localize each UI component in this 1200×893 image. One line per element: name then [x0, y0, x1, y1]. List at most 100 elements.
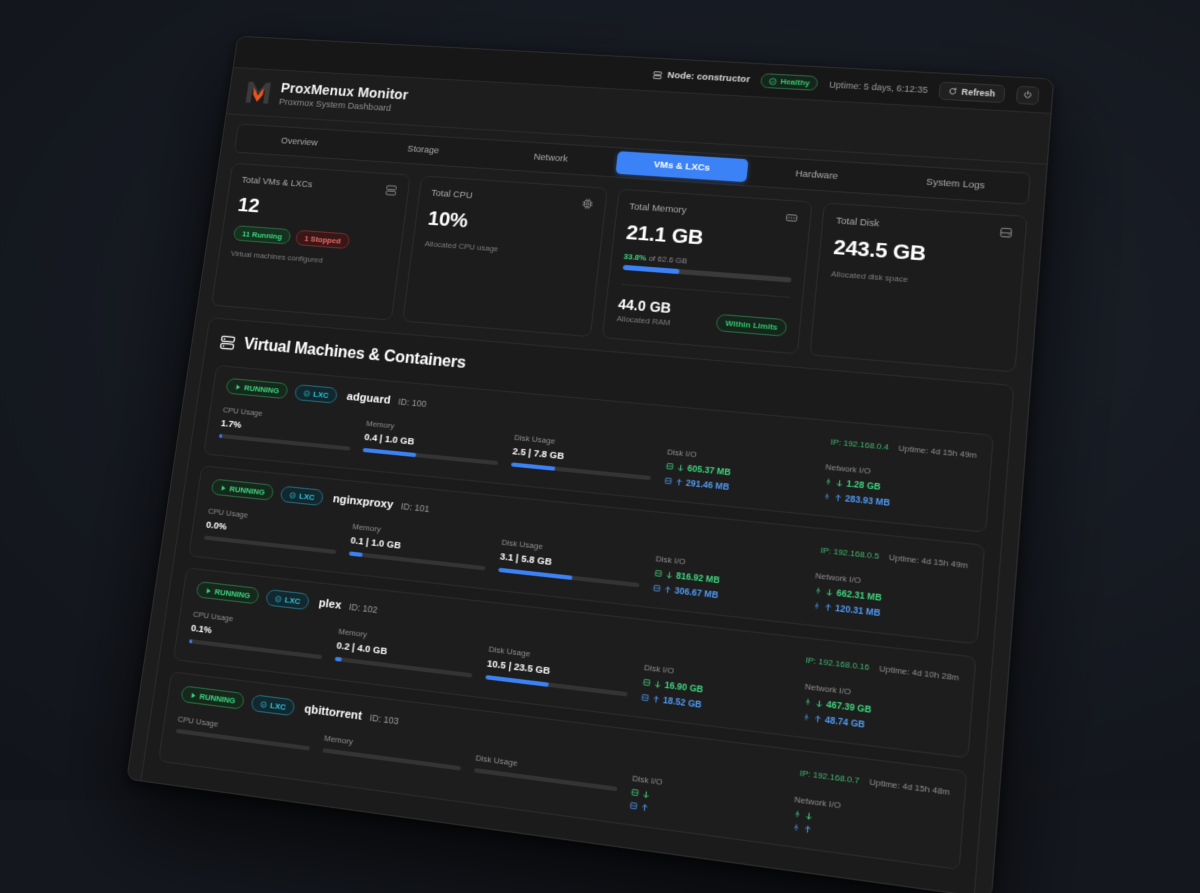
vm-ip: IP: 192.168.0.7: [799, 767, 859, 785]
allocated-ram-label: Allocated RAM: [616, 314, 671, 327]
vm-status-label: RUNNING: [199, 691, 236, 705]
tab-overview[interactable]: Overview: [238, 127, 361, 156]
vm-type-label: LXC: [313, 389, 329, 399]
node-label: Node: constructor: [667, 70, 751, 85]
hard-drive-icon: [665, 462, 674, 471]
status-badge-healthy: Healthy: [760, 73, 818, 91]
power-button[interactable]: [1016, 85, 1040, 104]
uptime-text: Uptime: 5 days, 6:12:35: [829, 79, 929, 94]
health-label: Healthy: [780, 77, 810, 87]
tab-system-logs[interactable]: System Logs: [886, 168, 1027, 200]
metric-disk: Disk Usage: [474, 753, 619, 791]
stat-card-value: 10%: [426, 207, 590, 242]
server-stack-icon: [218, 334, 236, 352]
memory-usage-total: of 62.6 GB: [648, 254, 688, 266]
vm-name: adguard: [346, 391, 391, 407]
memory-usage-percent: 33.8%: [623, 252, 647, 263]
vm-status-label: RUNNING: [244, 383, 280, 395]
disk-io-down-value: 16.90 GB: [664, 679, 704, 694]
vm-name: plex: [318, 597, 342, 612]
refresh-icon: [949, 87, 958, 95]
vm-status-chip: RUNNING: [180, 685, 245, 710]
vm-status-chip: RUNNING: [225, 378, 289, 399]
tab-storage[interactable]: Storage: [360, 135, 487, 165]
net-io-up-value: 120.31 MB: [835, 602, 881, 618]
vm-uptime: Uptime: 4d 15h 48m: [869, 776, 950, 796]
vm-ip: IP: 192.168.0.5: [820, 545, 879, 561]
tab-network[interactable]: Network: [486, 143, 616, 173]
network-icon: [803, 697, 813, 707]
hard-drive-icon: [664, 476, 673, 485]
vm-status-label: RUNNING: [214, 587, 251, 600]
vm-status-chip: RUNNING: [211, 478, 275, 500]
disk-io-down-arrow-icon: [642, 790, 650, 799]
disk-io-up-arrow-icon: [641, 803, 649, 812]
vm-type-label: LXC: [270, 700, 287, 711]
server-icon: [652, 70, 663, 80]
stat-card-note: Allocated CPU usage: [424, 239, 587, 260]
disk-io-up-arrow-icon: [675, 478, 683, 486]
vm-status-chip: RUNNING: [196, 581, 261, 604]
disk-io-down-value: 605.37 MB: [687, 463, 731, 478]
stat-card-value: 21.1 GB: [625, 221, 796, 257]
allocated-ram-value: 44.0 GB: [617, 296, 672, 316]
metric-network-io: Network I/O: [791, 794, 948, 852]
dashboard-window: Node: constructor Healthy Uptime: 5 days…: [126, 36, 1054, 893]
hard-drive-icon: [642, 678, 651, 688]
vm-row-meta: IP: 192.168.0.4 Uptime: 4d 15h 49m: [830, 437, 977, 460]
refresh-button[interactable]: Refresh: [939, 81, 1006, 103]
net-io-down-value: 662.31 MB: [836, 587, 882, 603]
vm-uptime: Uptime: 4d 15h 49m: [898, 443, 977, 460]
disk-io-up-value: 306.67 MB: [674, 585, 719, 600]
vm-id: ID: 103: [369, 712, 399, 726]
net-io-up-arrow-icon: [804, 825, 812, 834]
net-io-down-arrow-icon: [805, 811, 813, 820]
vm-uptime: Uptime: 4d 10h 28m: [879, 663, 960, 682]
net-io-up-arrow-icon: [824, 603, 832, 611]
server-stack-icon: [384, 184, 398, 197]
tab-hardware[interactable]: Hardware: [749, 159, 886, 191]
net-io-down-arrow-icon: [815, 699, 823, 708]
network-icon: [793, 809, 803, 819]
disk-io-up-arrow-icon: [652, 695, 660, 703]
node-indicator: Node: constructor: [652, 69, 750, 85]
vm-row-meta: IP: 192.168.0.7 Uptime: 4d 15h 48m: [799, 767, 950, 796]
vm-type-chip: LXC: [251, 694, 296, 716]
stat-card-title: Total Disk: [835, 215, 1012, 238]
network-icon: [814, 586, 823, 596]
vm-type-chip: LXC: [280, 486, 324, 507]
stat-card-note: Allocated disk space: [831, 269, 1009, 291]
check-circle-icon: [769, 77, 778, 85]
network-icon: [791, 822, 801, 832]
vm-name: nginxproxy: [332, 493, 394, 511]
network-icon: [824, 477, 833, 486]
hard-drive-icon: [630, 788, 639, 798]
stat-card-value: 12: [236, 194, 394, 228]
tab-vms-lxcs[interactable]: VMs & LXCs: [615, 151, 748, 182]
status-badge-run: 11 Running: [233, 225, 292, 245]
disk-io-down-arrow-icon: [665, 570, 673, 578]
net-io-down-arrow-icon: [835, 479, 843, 487]
memory-icon: [785, 211, 800, 225]
vm-ip: IP: 192.168.0.4: [830, 437, 889, 452]
metric-memory: Memory: [322, 733, 463, 770]
